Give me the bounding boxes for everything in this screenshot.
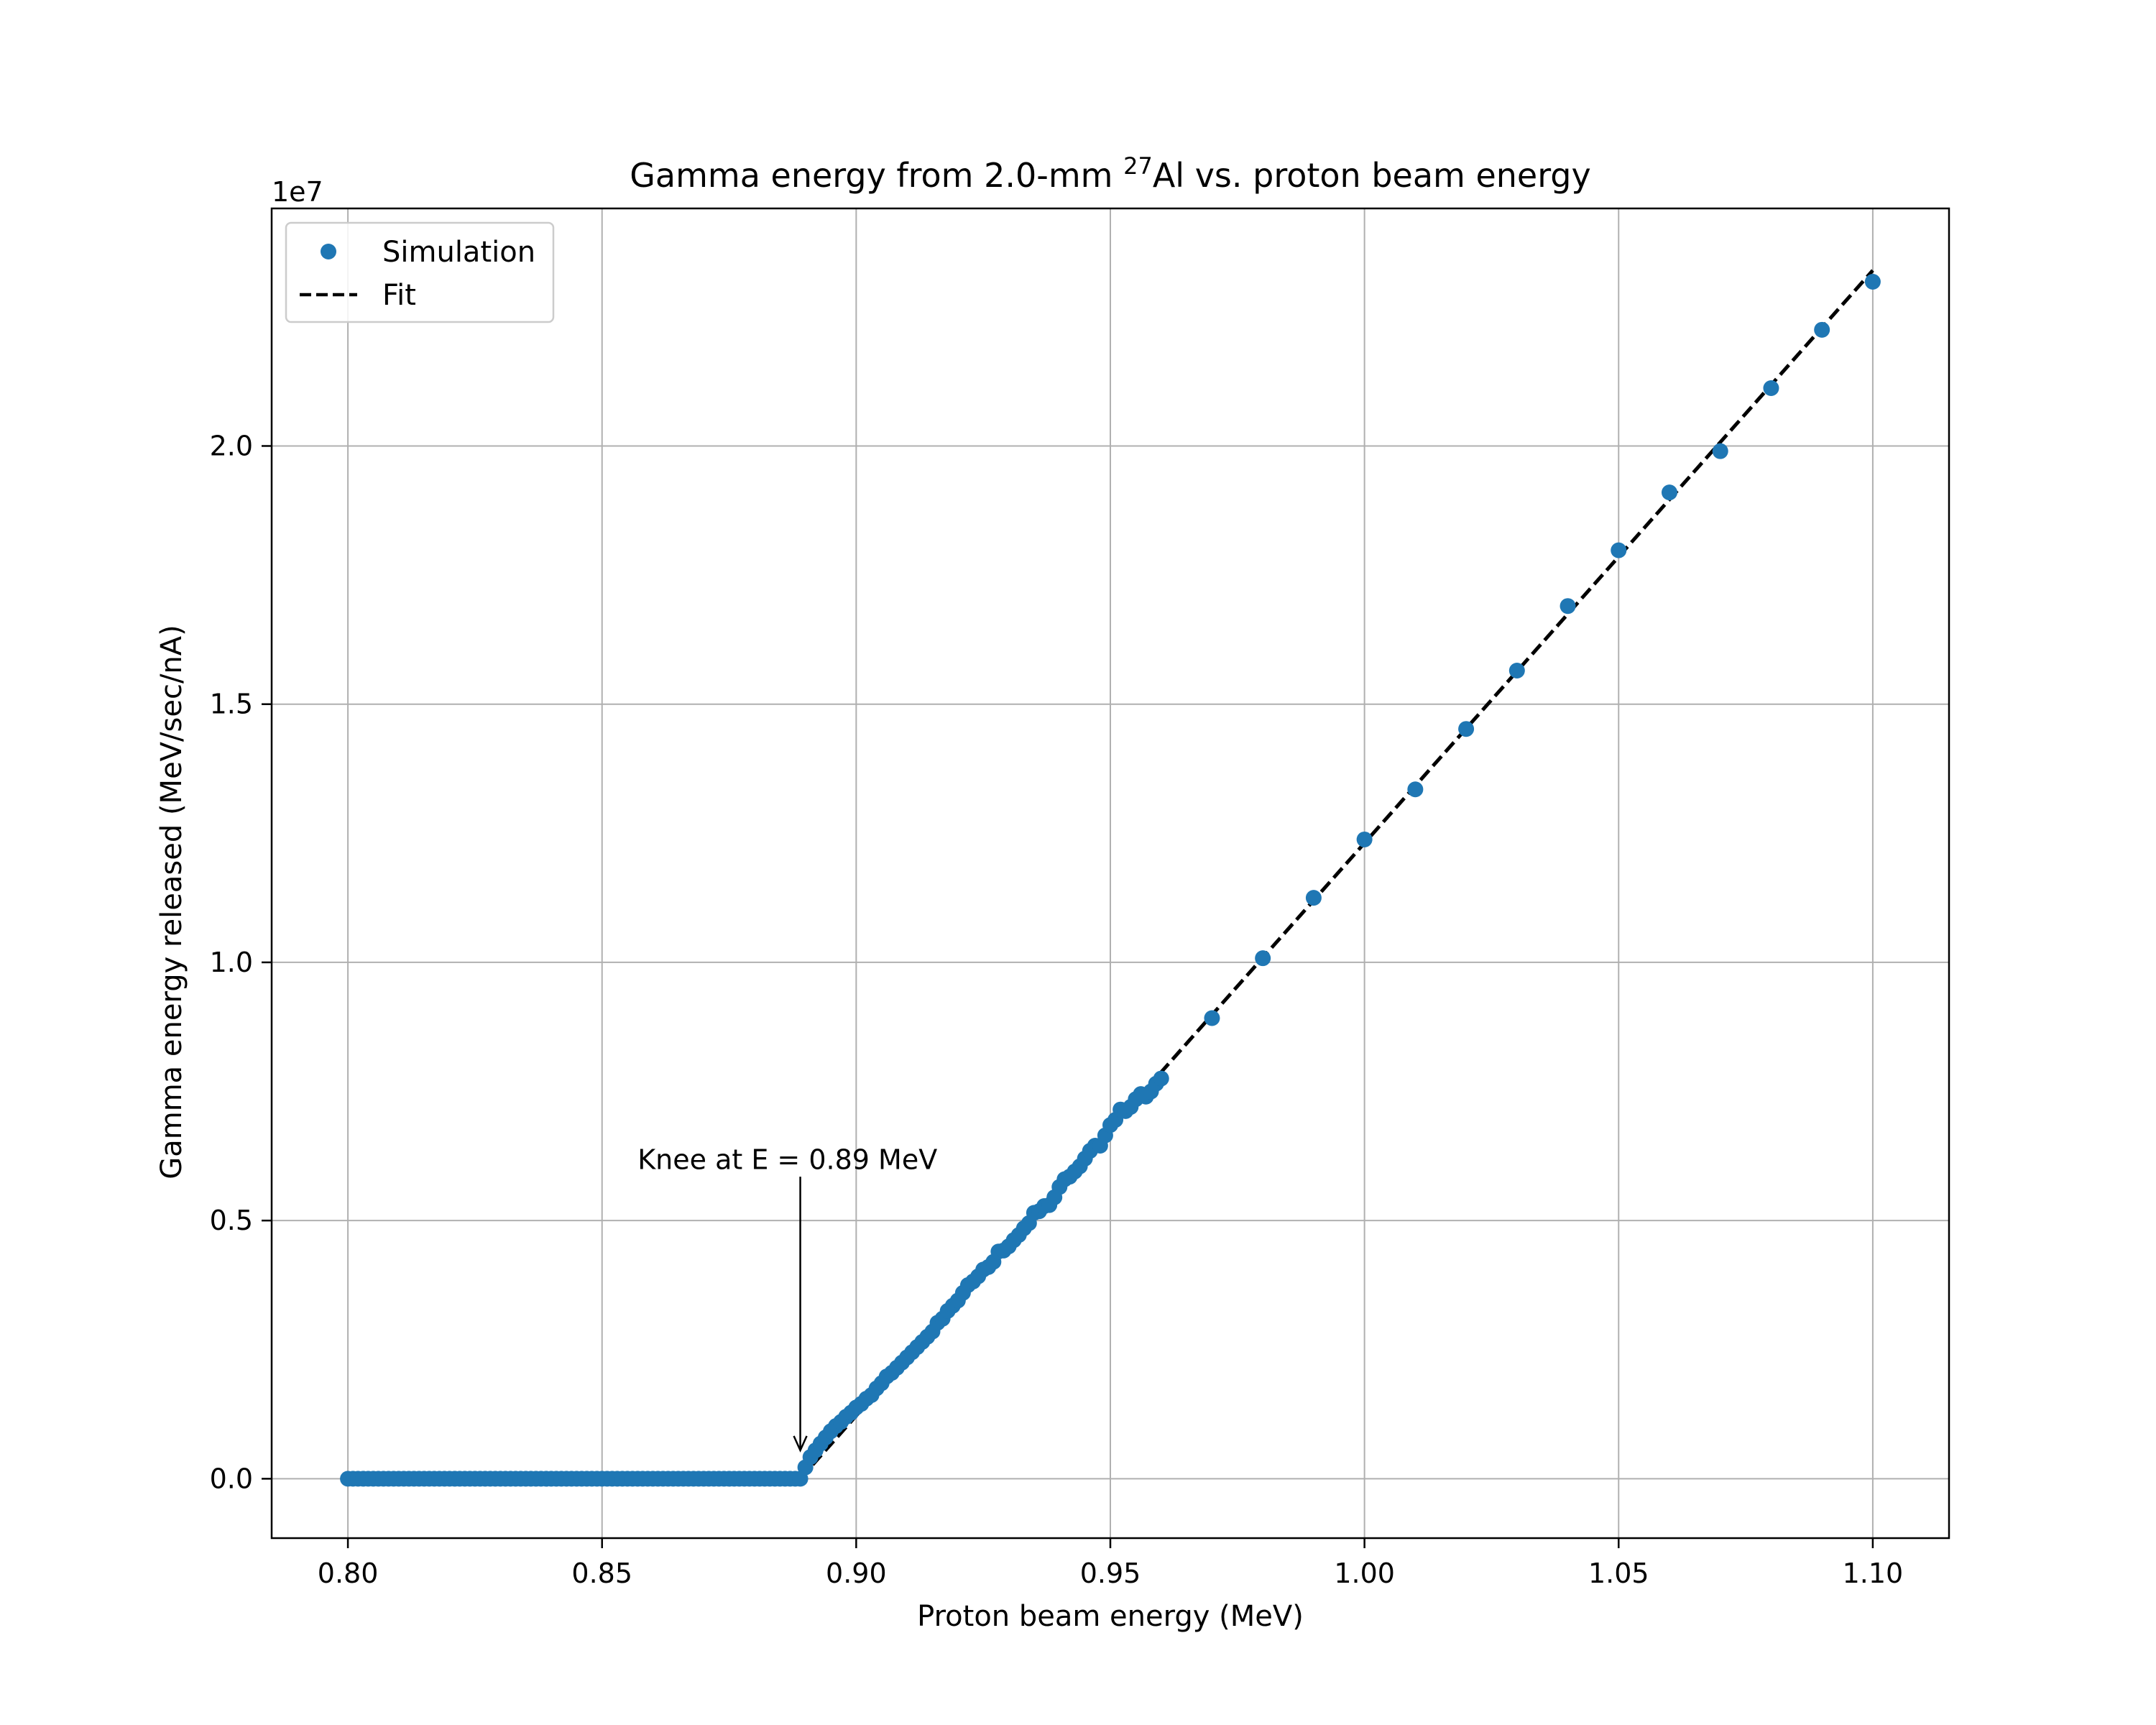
x-tick-label: 0.95 — [1080, 1558, 1141, 1589]
legend-fit-label: Fit — [382, 279, 416, 312]
x-tick-label: 1.00 — [1334, 1558, 1395, 1589]
legend-box — [285, 221, 555, 323]
x-tick-label: 0.80 — [318, 1558, 379, 1589]
annotation-text: Knee at E = 0.89 MeV — [637, 1144, 937, 1175]
simulation-point — [1458, 721, 1475, 737]
simulation-point — [1407, 781, 1424, 798]
x-tick-label: 1.10 — [1843, 1558, 1904, 1589]
y-tick-label: 0.5 — [210, 1205, 253, 1236]
simulation-point — [1814, 321, 1830, 338]
chart-title: Gamma energy from 2.0-mm 27Al vs. proton… — [630, 152, 1590, 195]
simulation-point — [1662, 484, 1677, 501]
x-axis-label: Proton beam energy (MeV) — [917, 1600, 1304, 1633]
simulation-point — [1255, 950, 1271, 967]
data-points — [340, 274, 1881, 1487]
chart-title-superscript: 27 — [1123, 152, 1153, 180]
y-axis-ticks: 0.0 0.5 1.0 1.5 2.0 — [210, 430, 272, 1494]
y-tick-label: 2.0 — [210, 430, 253, 461]
annotation: Knee at E = 0.89 MeV — [637, 1144, 937, 1453]
chart-title-main: Gamma energy from 2.0-mm — [630, 156, 1123, 195]
simulation-point — [1560, 598, 1576, 615]
y-tick-label: 1.0 — [210, 947, 253, 978]
y-tick-label: 0.0 — [210, 1463, 253, 1494]
simulation-point — [1204, 1010, 1220, 1026]
annotation-arrow-head — [793, 1435, 808, 1453]
simulation-point — [1763, 380, 1779, 397]
simulation-point — [1712, 443, 1728, 459]
x-axis-ticks: 0.80 0.85 0.90 0.95 1.00 1.05 1.10 — [318, 1538, 1903, 1589]
simulation-point — [1611, 542, 1627, 558]
simulation-point — [1864, 274, 1881, 290]
simulation-point — [1356, 831, 1373, 847]
grid-lines — [272, 208, 1949, 1538]
y-axis-label: Gamma energy released (MeV/sec/nA) — [155, 625, 188, 1179]
y-tick-label: 1.5 — [210, 689, 253, 720]
legend-simulation-marker — [321, 244, 336, 259]
simulation-point — [1153, 1070, 1169, 1087]
x-tick-label: 1.05 — [1588, 1558, 1649, 1589]
x-tick-label: 0.90 — [826, 1558, 887, 1589]
legend: Simulation Fit — [285, 221, 555, 323]
y-axis-offset-label: 1e7 — [272, 176, 323, 208]
simulation-point — [1305, 890, 1322, 906]
chart-title-rest: Al vs. proton beam energy — [1153, 156, 1591, 195]
simulation-point — [1508, 663, 1525, 679]
legend-simulation-label: Simulation — [382, 236, 535, 269]
x-tick-label: 0.85 — [571, 1558, 632, 1589]
